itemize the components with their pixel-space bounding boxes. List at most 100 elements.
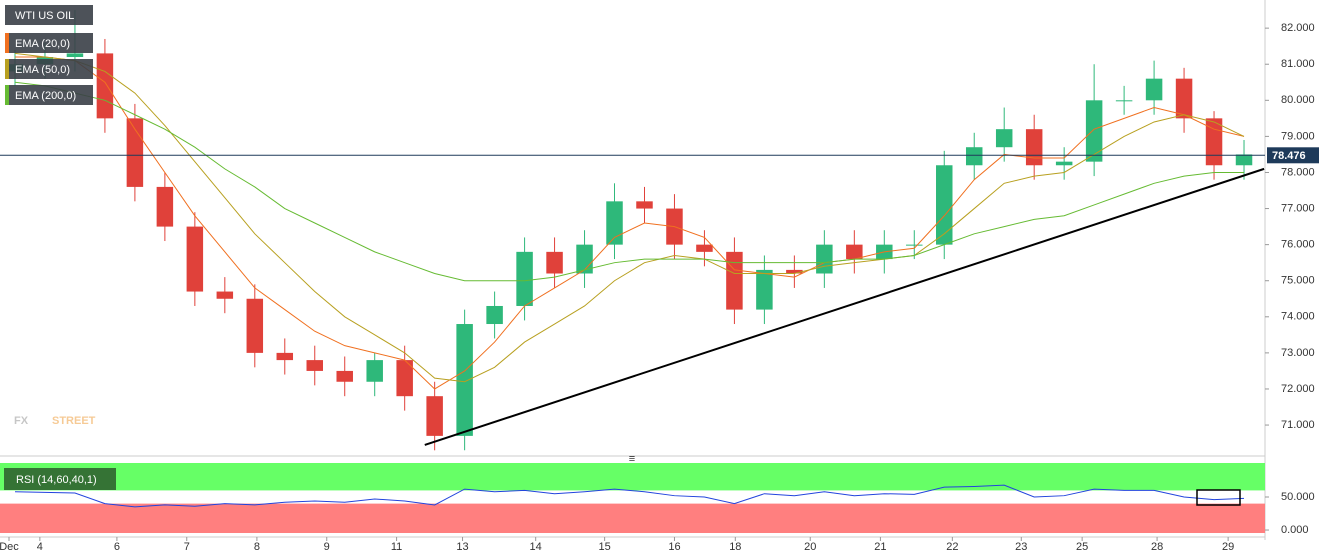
title-box — [5, 5, 93, 25]
x-tick-label: 28 — [1151, 541, 1163, 553]
x-tick-label: 9 — [324, 541, 330, 553]
legend-box — [5, 59, 93, 79]
candle-body — [846, 244, 863, 260]
candle-body — [756, 269, 773, 310]
candle-body — [1175, 78, 1193, 119]
series-line — [14, 52, 1245, 383]
x-tick-label: 7 — [184, 541, 190, 553]
y-tick-label: 50.000 — [1281, 491, 1315, 503]
x-tick-label: 25 — [1076, 541, 1088, 553]
candle-body — [1205, 118, 1223, 166]
current-price-label: 78.476 — [1272, 150, 1306, 162]
candle-body — [786, 269, 803, 274]
candle-body — [906, 244, 923, 246]
x-tick-label: 6 — [114, 541, 120, 553]
candle-body — [426, 396, 443, 436]
x-tick-label: 29 — [1222, 541, 1234, 553]
x-tick-label: 8 — [254, 541, 260, 553]
candle-body — [306, 360, 323, 371]
current-price-box — [1267, 147, 1319, 164]
legend-label: EMA (20,0) — [15, 38, 70, 50]
watermark-prefix: FX — [14, 415, 29, 427]
x-tick-label: 22 — [946, 541, 958, 553]
candle-body — [456, 324, 473, 436]
legend-label: EMA (200,0) — [15, 90, 76, 102]
candle-body — [816, 244, 833, 274]
candle-body — [1085, 100, 1103, 162]
candle-body — [216, 291, 234, 299]
y-tick-label: 79.000 — [1281, 130, 1315, 142]
x-tick-label: 20 — [804, 541, 816, 553]
legend-swatch — [5, 59, 9, 79]
y-tick-label: 76.000 — [1281, 239, 1315, 251]
watermark: FX STREET — [14, 415, 96, 427]
candle-body — [1115, 100, 1133, 102]
series-line — [14, 56, 1245, 390]
legend-label: EMA (50,0) — [15, 64, 70, 76]
candle-body — [1235, 154, 1253, 166]
series-line — [14, 484, 1245, 508]
x-tick-label: 4 — [37, 541, 43, 553]
y-tick-label: 82.000 — [1281, 22, 1315, 34]
y-tick-label: 78.000 — [1281, 166, 1315, 178]
x-tick-label: 23 — [1015, 541, 1027, 553]
candle-body — [546, 251, 563, 274]
candle-body — [516, 251, 533, 306]
zone — [0, 503, 1265, 533]
legend-box — [5, 33, 93, 53]
candle-body — [66, 53, 84, 58]
y-tick-label: 74.000 — [1281, 311, 1315, 323]
candle-body — [995, 129, 1013, 148]
legend-swatch — [5, 85, 9, 105]
candle-body — [366, 360, 383, 382]
y-tick-label: 80.000 — [1281, 94, 1315, 106]
x-tick-label: Dec — [0, 541, 19, 553]
x-tick-label: 21 — [874, 541, 886, 553]
highlight-box — [1196, 489, 1241, 506]
x-tick-label: 13 — [456, 541, 468, 553]
x-tick-label: 15 — [598, 541, 610, 553]
zone — [0, 463, 1265, 491]
y-tick-label: 77.000 — [1281, 202, 1315, 214]
legend-swatch — [5, 33, 9, 53]
candle-body — [276, 352, 294, 361]
candle-body — [1145, 78, 1163, 101]
candle-body — [606, 201, 623, 245]
candle-body — [726, 251, 743, 310]
candle-body — [696, 244, 713, 252]
trendline — [424, 167, 1265, 446]
x-tick-label: 16 — [668, 541, 680, 553]
y-tick-label: 72.000 — [1281, 383, 1315, 395]
candle-body — [486, 305, 503, 325]
y-tick-label: 0.000 — [1281, 524, 1309, 536]
candle-body — [965, 147, 983, 166]
candle-body — [156, 186, 174, 227]
x-tick-label: 11 — [391, 541, 402, 553]
y-tick-label: 71.000 — [1281, 419, 1315, 431]
candle-body — [1055, 161, 1073, 166]
watermark-suffix: STREET — [52, 415, 96, 427]
x-tick-label: 18 — [729, 541, 741, 553]
candle-body — [186, 226, 204, 292]
y-tick-label: 73.000 — [1281, 347, 1315, 359]
candle-body — [576, 244, 593, 274]
legend-box — [5, 85, 93, 105]
candle-body — [636, 201, 653, 209]
chart-title: RSI (14,60,40,1) — [16, 474, 97, 486]
panes: 82.00081.00080.00079.00078.00077.00076.0… — [0, 5, 1319, 553]
pane-handle: ≡ — [629, 453, 635, 465]
candle-body — [396, 360, 413, 397]
series-line — [14, 81, 1245, 282]
candle-body — [936, 165, 953, 245]
y-tick-label: 75.000 — [1281, 275, 1315, 287]
candle-body — [1025, 129, 1043, 166]
candle-body — [246, 298, 264, 353]
x-tick-label: 14 — [530, 541, 542, 553]
candle-body — [336, 370, 353, 382]
candle-body — [96, 53, 114, 119]
y-tick-label: 81.000 — [1281, 58, 1315, 70]
title-box — [4, 468, 116, 490]
chart-title: WTI US OIL — [15, 10, 74, 22]
